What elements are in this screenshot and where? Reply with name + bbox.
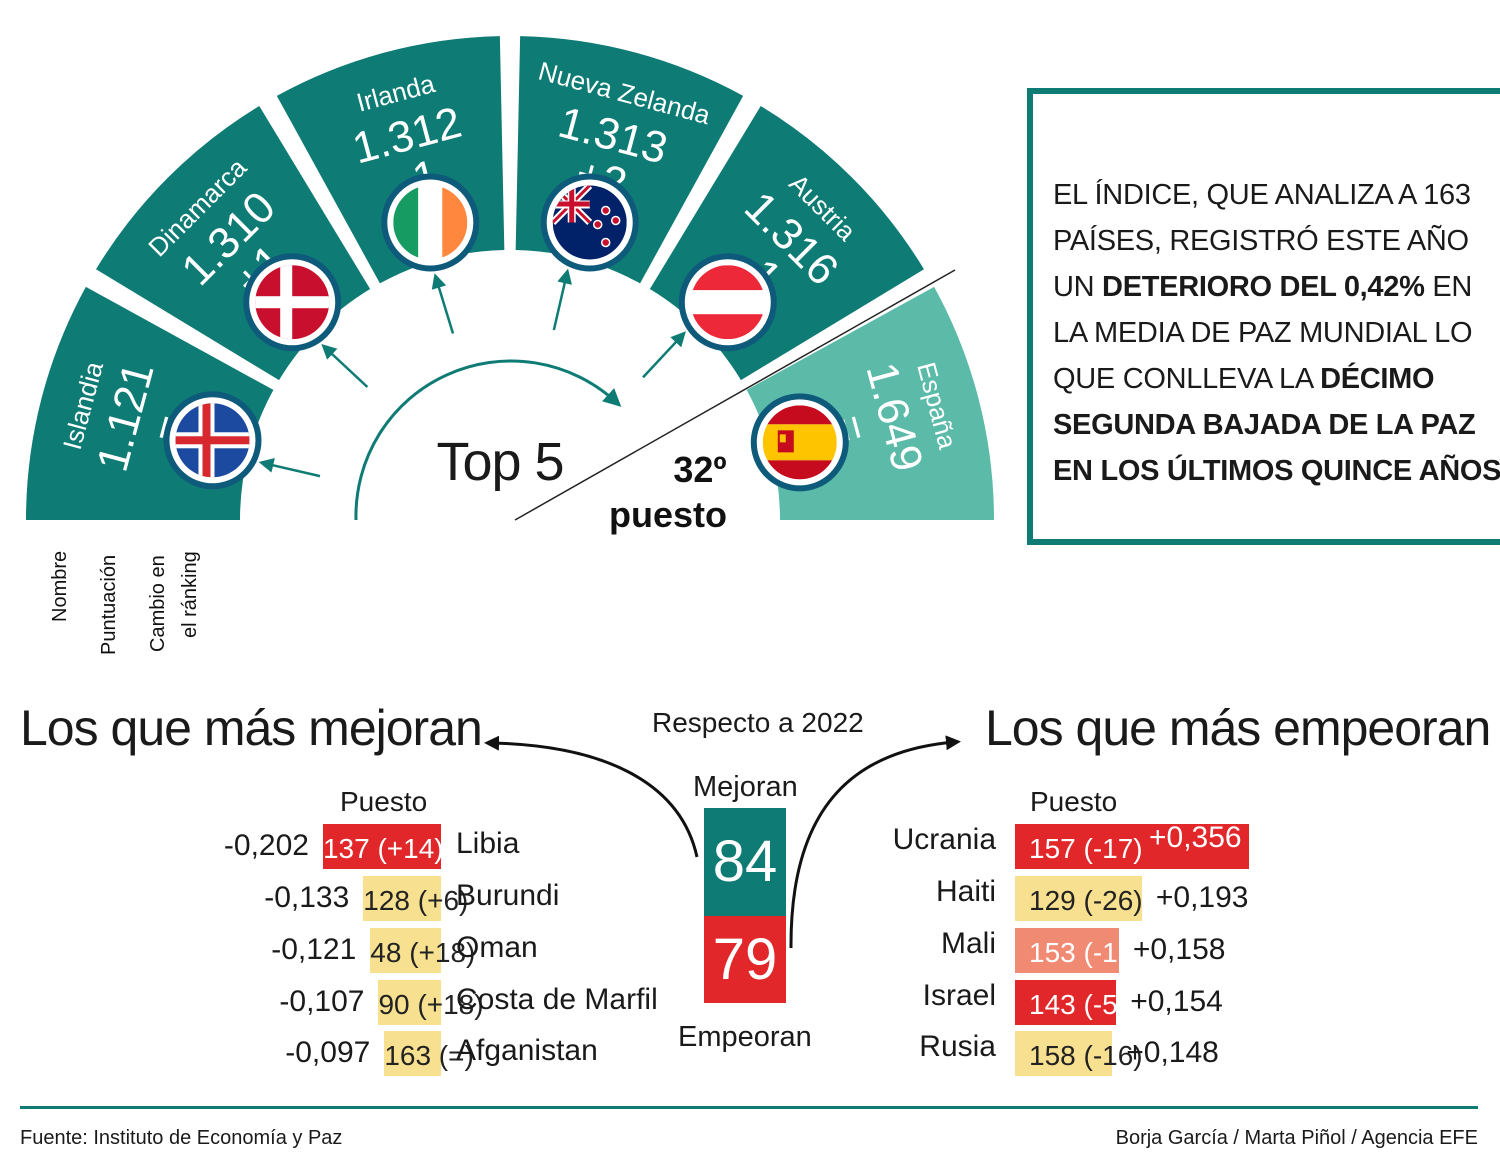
improve-value: -0,121 [271, 933, 357, 966]
worsen-title: Los que más empeoran [985, 700, 1491, 756]
rank-arrow-dinamarca [321, 344, 369, 388]
worsen-count: 79 [704, 916, 786, 1003]
footer-source: Fuente: Instituto de Economía y Paz [20, 1127, 343, 1149]
rotation-arc-arrow [354, 359, 622, 521]
worsen-value: +0,148 [1126, 1036, 1219, 1069]
improve-bar: 128 (+6) [363, 876, 468, 921]
worsen-country: Ucrania [892, 823, 996, 856]
improve-column-header: Puesto [340, 786, 428, 817]
rank-arrow-austria [642, 331, 686, 379]
new-zealand-flag-icon [540, 173, 639, 272]
arrow-to-worsen [789, 735, 961, 949]
legend-name: Nombre [49, 550, 71, 622]
improve-value: -0,107 [279, 985, 365, 1018]
worsen-bar: 143 (-5) [1015, 980, 1127, 1025]
info-text: EL ÍNDICE, QUE ANALIZA A 163 PAÍSES, REG… [1053, 179, 1500, 487]
legend-change-line1: Cambio en [147, 555, 169, 652]
rank-arrow-nueva-zelanda [552, 268, 572, 331]
spain-flag-icon [750, 393, 849, 492]
improve-value: -0,202 [223, 829, 309, 862]
improve-value: -0,133 [264, 881, 350, 914]
iceland-flag-icon [163, 391, 262, 490]
worsen-country: Haiti [935, 875, 996, 908]
improve-value: -0,097 [285, 1036, 371, 1069]
ranking-fan-chart: Islandia1.121=Dinamarca1.310+1Irlanda1.3… [26, 36, 994, 535]
improve-bar: 163 (=) [384, 1031, 474, 1076]
worsen-country: Israel [922, 979, 996, 1012]
improve-count-label: Mejoran [693, 771, 798, 803]
spain-rank-word: puesto [609, 494, 727, 535]
spain-rank-position: 32º [673, 449, 726, 490]
worsen-value: +0,154 [1130, 985, 1223, 1018]
footer-rule [20, 1106, 1478, 1109]
legend-change-line2: el ránking [179, 551, 201, 638]
worsen-country: Mali [940, 927, 996, 960]
worsen-value: +0,193 [1155, 881, 1249, 914]
ireland-flag-icon [381, 173, 480, 272]
info-highlight-twelfth-drop: DÉCIMO SEGUNDA BAJADA DE LA PAZ EN LOS Ú… [1053, 363, 1500, 487]
improve-country: Afganistan [456, 1034, 598, 1067]
improve-country: Burundi [456, 879, 560, 912]
worsen-bar: 157 (-17) [1015, 824, 1249, 869]
info-box: EL ÍNDICE, QUE ANALIZA A 163 PAÍSES, REG… [1027, 88, 1500, 545]
worsen-bar: 153 (-12) [1015, 928, 1143, 973]
rank-arrow-irlanda [431, 273, 455, 334]
worsen-country: Rusia [919, 1030, 996, 1063]
improve-country: Oman [456, 931, 538, 964]
footer-credits: Borja García / Marta Piñol / Agencia EFE [1115, 1127, 1478, 1149]
improve-country: Libia [456, 827, 520, 860]
spain-divider-line [514, 269, 956, 521]
improve-bar: 137 (+14) [322, 824, 444, 869]
worsen-value: +0,158 [1132, 933, 1226, 966]
worsen-value: +0,356 [1149, 821, 1242, 854]
improve-count: 84 [704, 808, 786, 916]
improve-bar: 48 (+18) [370, 928, 475, 973]
improve-bar: 90 (+18) [378, 980, 484, 1025]
worsen-bar: 129 (-26) [1015, 876, 1143, 921]
arrow-to-improve [484, 735, 699, 858]
improve-country: Costa de Marfil [456, 983, 658, 1016]
austria-flag-icon [678, 253, 777, 352]
worsen-bar: 158 (-16) [1015, 1031, 1143, 1076]
info-highlight-deterioration: DETERIORO DEL 0,42% [1102, 271, 1425, 303]
rank-arrow-islandia [258, 458, 321, 478]
summary-caption: Respecto a 2022 [652, 707, 864, 738]
improve-title: Los que más mejoran [20, 700, 483, 756]
summary-arrows [484, 735, 961, 949]
top5-label: Top 5 [436, 432, 563, 492]
worsen-column-header: Puesto [1030, 786, 1118, 817]
worsen-count-label: Empeoran [678, 1021, 812, 1053]
denmark-flag-icon [243, 253, 342, 352]
legend-score: Puntuación [98, 554, 120, 655]
